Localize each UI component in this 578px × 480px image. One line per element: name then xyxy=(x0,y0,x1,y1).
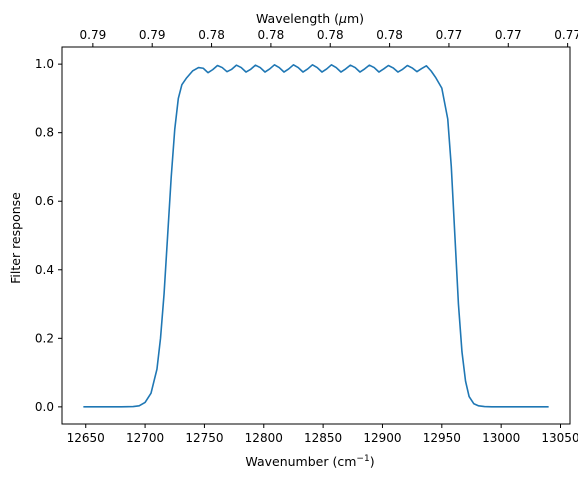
y-tick-label: 0.4 xyxy=(35,263,54,277)
y-tick-label: 0.6 xyxy=(35,194,54,208)
x-axis-bottom: 12650 12700 12750 12800 12850 12900 12950 13000… xyxy=(67,424,578,445)
x2-axis-title-mu: μ xyxy=(338,11,347,26)
x-tick-label: 13050 xyxy=(541,431,578,445)
x-tick-label: 12700 xyxy=(126,431,164,445)
x2-tick-label: 0.77 xyxy=(436,28,463,42)
x2-tick-label: 0.77 xyxy=(495,28,522,42)
x-tick-label: 12650 xyxy=(67,431,105,445)
x-tick-label: 12900 xyxy=(363,431,401,445)
x-axis-title-superscript: −1 xyxy=(356,454,369,464)
x-tick-label: 13000 xyxy=(482,431,520,445)
x2-axis-title-close: m) xyxy=(347,11,364,26)
plot-frame xyxy=(61,46,571,425)
y-tick-label: 0.2 xyxy=(35,331,54,345)
y-tick-label: 0.8 xyxy=(35,126,54,140)
x-tick-label: 12850 xyxy=(304,431,342,445)
x-axis-top: 0.79 0.79 0.78 0.78 0.78 0.78 0.77 0.77 0.77 xyxy=(80,28,578,47)
y-tick-label: 0.0 xyxy=(35,400,54,414)
y-axis-title: Filter response xyxy=(8,192,23,284)
y-axis: 0.0 0.2 0.4 0.6 0.8 1.0 xyxy=(35,57,62,414)
x2-axis-title: Wavelength (μm) xyxy=(256,11,364,26)
x2-tick-label: 0.78 xyxy=(258,28,285,42)
x2-tick-label: 0.78 xyxy=(376,28,403,42)
series-line-0 xyxy=(83,64,549,408)
line-layer xyxy=(83,64,549,408)
x-axis-title-close: ) xyxy=(370,454,375,469)
x-tick-label: 12750 xyxy=(185,431,223,445)
x2-tick-label: 0.77 xyxy=(554,28,578,42)
x-axis-title: Wavenumber (cm−1) xyxy=(245,454,374,469)
x2-tick-label: 0.79 xyxy=(139,28,166,42)
x2-tick-label: 0.78 xyxy=(198,28,225,42)
x-tick-label: 12800 xyxy=(245,431,283,445)
y-tick-label: 1.0 xyxy=(35,57,54,71)
x-tick-label: 12950 xyxy=(423,431,461,445)
x2-tick-label: 0.79 xyxy=(80,28,107,42)
x2-tick-label: 0.78 xyxy=(317,28,344,42)
